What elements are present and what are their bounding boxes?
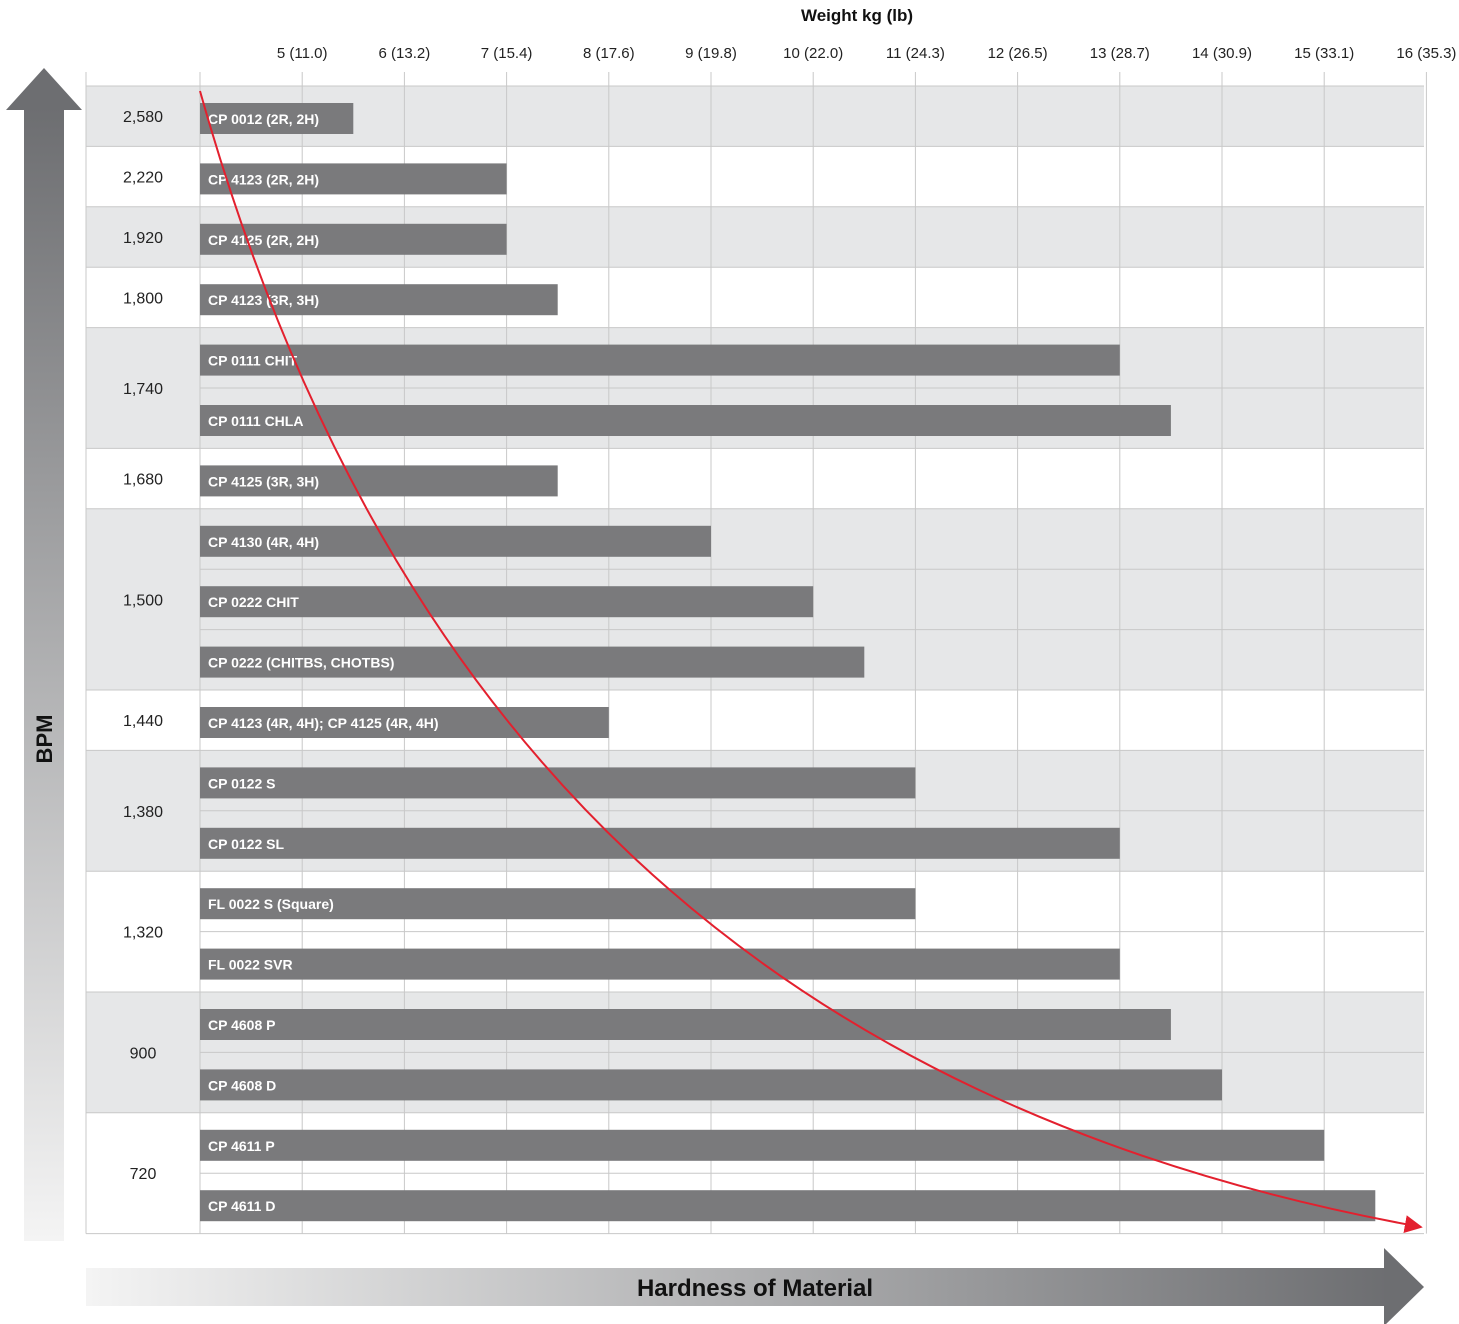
bar-label: CP 4123 (4R, 4H); CP 4125 (4R, 4H): [208, 715, 439, 731]
bar-label: CP 0122 SL: [208, 836, 284, 852]
x-tick-label: 16 (35.3): [1396, 45, 1456, 62]
bpm-label: 720: [130, 1166, 157, 1183]
bar-label: CP 4123 (2R, 2H): [208, 171, 319, 187]
bpm-label: 1,920: [123, 230, 163, 247]
bar-label: CP 4611 D: [208, 1198, 275, 1214]
bar: [200, 1009, 1171, 1040]
x-tick-label: 13 (28.7): [1090, 45, 1150, 62]
gridlines: [85, 72, 1427, 1235]
bar: [200, 284, 558, 316]
bar-label: CP 4608 P: [208, 1017, 275, 1033]
bars: [200, 103, 1376, 1222]
bar: [200, 646, 865, 678]
x-tick-label: 6 (13.2): [379, 45, 431, 62]
bar: [200, 707, 609, 738]
bar: [200, 948, 1120, 980]
bar: [200, 1129, 1325, 1161]
bpm-label: 1,320: [123, 925, 163, 942]
bar: [200, 525, 711, 557]
bar: [200, 827, 1120, 859]
bar: [200, 767, 916, 799]
bpm-labels: 2,580 2,220 1,920 1,800 1,740 1,680 1,500 1,440…: [123, 109, 163, 1183]
bar-label: FL 0022 SVR: [208, 957, 293, 973]
bar-label: CP 0111 CHLA: [208, 413, 303, 429]
x-tick-label: 12 (26.5): [988, 45, 1048, 62]
bpm-label: 2,580: [123, 109, 163, 126]
hardness-title: Hardness of Material: [637, 1275, 873, 1302]
bpm-label: 1,440: [123, 713, 163, 730]
bar-label: CP 4123 (3R, 3H): [208, 292, 319, 308]
bar-label: CP 4611 P: [208, 1138, 275, 1154]
bar-labels: CP 0012 (2R, 2H) CP 4123 (2R, 2H) CP 4125 …: [208, 111, 439, 1214]
x-tick-labels: 5 (11.0) 6 (13.2) 7 (15.4) 8 (17.6) 9 (19.8)…: [277, 45, 1457, 62]
x-tick-label: 14 (30.9): [1192, 45, 1252, 62]
bar: [200, 888, 916, 920]
bpm-arrow: BPM: [6, 68, 82, 1241]
bar: [200, 465, 558, 497]
bar-label: CP 4130 (4R, 4H): [208, 534, 319, 550]
bpm-label: 1,740: [123, 381, 163, 398]
x-tick-label: 10 (22.0): [783, 45, 843, 62]
bar: [200, 405, 1171, 436]
hardness-arrow: Hardness of Material: [86, 1248, 1424, 1324]
bpm-label: 1,500: [123, 592, 163, 609]
bar: [200, 344, 1120, 376]
bar-label: CP 0012 (2R, 2H): [208, 111, 319, 127]
bar-label: CP 0222 (CHITBS, CHOTBS): [208, 655, 394, 671]
bpm-label: 2,220: [123, 170, 163, 187]
bar-label: CP 4125 (2R, 2H): [208, 232, 319, 248]
bpm-label: 1,800: [123, 290, 163, 307]
x-tick-label: 5 (11.0): [277, 45, 328, 62]
x-tick-label: 11 (24.3): [886, 45, 945, 62]
bar-label: CP 0111 CHIT: [208, 353, 298, 369]
trend-curve: [199, 90, 1423, 1233]
bar-label: CP 0222 CHIT: [208, 594, 299, 610]
x-axis-title: Weight kg (lb): [801, 6, 913, 25]
x-tick-label: 8 (17.6): [583, 45, 635, 62]
bpm-label: 1,380: [123, 804, 163, 821]
bpm-label: 900: [130, 1045, 157, 1062]
bar: [200, 103, 354, 134]
y-axis-title: BPM: [32, 715, 57, 764]
bar: [200, 163, 507, 195]
bar: [200, 1190, 1376, 1222]
bar-label: CP 4125 (3R, 3H): [208, 473, 319, 489]
bar-label: CP 0122 S: [208, 775, 275, 791]
bar: [200, 1069, 1222, 1101]
bpm-label: 1,680: [123, 472, 163, 489]
bar: [200, 586, 814, 618]
x-tick-label: 15 (33.1): [1294, 45, 1354, 62]
bar-label: CP 4608 D: [208, 1077, 276, 1093]
x-tick-label: 7 (15.4): [481, 45, 533, 62]
x-tick-label: 9 (19.8): [685, 45, 737, 62]
bar-label: FL 0022 S (Square): [208, 896, 334, 912]
